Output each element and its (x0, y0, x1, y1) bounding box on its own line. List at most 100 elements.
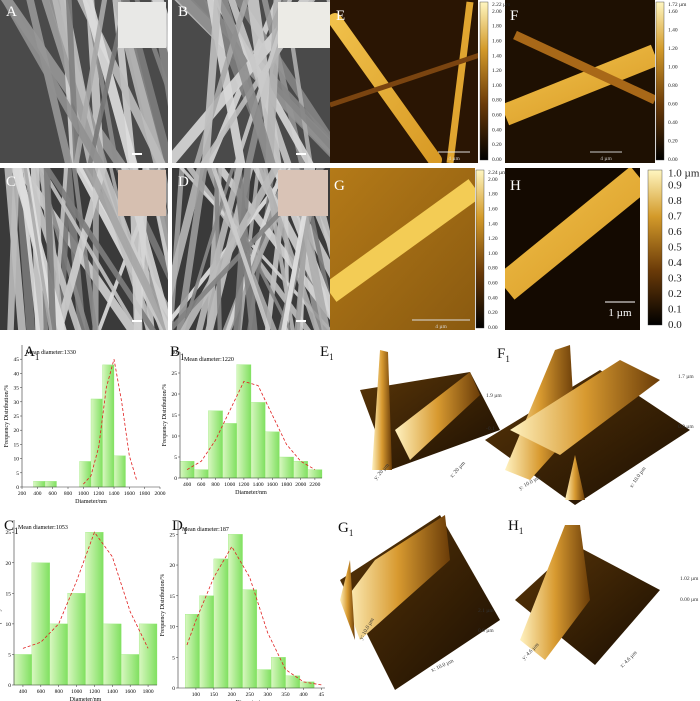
y-tick-label: 20 (170, 563, 176, 569)
x-tick-label: 1600 (125, 689, 136, 695)
afm-fiber (330, 179, 475, 302)
fiber (39, 168, 140, 330)
y-tick-label: 10 (172, 434, 178, 440)
x-tick-label: 800 (211, 482, 220, 488)
colorbar-tick-label: 0.3 (668, 272, 682, 284)
colorbar-max-label: 1.72 µm (668, 2, 687, 8)
afm-fiber (446, 1, 474, 163)
y-tick-label: 15 (172, 413, 178, 419)
panel-subscript: 1 (180, 352, 185, 362)
x-tick-label: 1800 (143, 689, 154, 695)
fiber (211, 168, 271, 330)
colorbar-tick-label: 2.00 (488, 177, 498, 183)
x-axis-label: Diameter/nm (70, 697, 102, 701)
fit-curve (83, 359, 138, 485)
colorbar-tick-label: 0.60 (492, 113, 502, 119)
colorbar-tick-label: 1.20 (668, 46, 678, 52)
y-tick-label: 20 (172, 392, 178, 398)
panel-label: H (510, 178, 521, 194)
y-tick-label: 0 (174, 476, 177, 482)
afm-3d-axis-label: 2.1 µm (478, 608, 494, 614)
colorbar (647, 169, 663, 326)
x-tick-label: 45 (319, 692, 325, 698)
y-tick-label: 20 (14, 428, 20, 434)
afm-3d-ridge (372, 350, 392, 470)
colorbar-tick-label: 0.20 (492, 142, 502, 148)
fit-curve (186, 545, 322, 686)
bar (90, 398, 103, 488)
chart-title: Mean diameter:1330 (26, 350, 76, 356)
fiber (180, 168, 281, 330)
panel-letter: G (338, 520, 349, 536)
bar (299, 681, 315, 689)
panel-label: H1 (508, 518, 523, 536)
panel-subscript: 1 (505, 354, 510, 364)
colorbar-tick-label: 1.80 (492, 24, 502, 30)
chart-title: Mean diameter:1220 (184, 357, 234, 363)
sem-image (172, 168, 332, 330)
bar (242, 589, 258, 689)
y-tick-label: 15 (14, 442, 20, 448)
panel-label: B (178, 4, 188, 20)
bar (208, 410, 223, 479)
bar (33, 481, 46, 488)
x-tick-label: 2000 (155, 491, 166, 497)
colorbar-tick-label: 0.80 (492, 98, 502, 104)
bar (228, 534, 243, 689)
x-tick-label: 400 (33, 491, 42, 497)
bar (103, 623, 122, 686)
photo-inset (118, 2, 166, 48)
y-tick-label: 30 (14, 400, 20, 406)
scale-bar (132, 320, 142, 322)
sem-image (0, 168, 168, 330)
x-tick-label: 1400 (109, 491, 120, 497)
x-tick-label: 1200 (93, 491, 104, 497)
x-tick-label: 1000 (78, 491, 89, 497)
panel-label: G1 (338, 520, 353, 538)
afm-3d-axis-label: x: 4.6 µm (619, 650, 639, 670)
fiber (84, 168, 168, 330)
y-tick-label: 0 (172, 686, 175, 692)
x-tick-label: 300 (264, 692, 273, 698)
y-tick-label: 35 (14, 386, 20, 392)
y-tick-label: 25 (14, 414, 20, 420)
panel-subscript: 1 (329, 352, 334, 362)
panel-letter: B (170, 344, 180, 360)
afm-3d-axis-label: x: 20 µm (449, 460, 467, 479)
colorbar-tick-label: 1.40 (488, 221, 498, 227)
colorbar-tick-label: 0.80 (488, 266, 498, 272)
fit-curve (22, 531, 149, 649)
x-tick-label: 400 (183, 482, 192, 488)
colorbar-tick-label: 1.80 (488, 192, 498, 198)
x-tick-label: 1200 (238, 482, 249, 488)
colorbar-tick-label: 0.00 (668, 157, 678, 163)
scale-bar (296, 320, 306, 322)
x-tick-label: 800 (64, 491, 73, 497)
colorbar-tick-label: 0.00 (492, 157, 502, 163)
y-tick-label: 0 (16, 485, 19, 491)
chart-title: Mean diameter:1053 (18, 525, 68, 531)
y-tick-label: 5 (8, 652, 11, 658)
y-tick-label: 10 (170, 625, 176, 631)
panel-label: F1 (497, 346, 510, 364)
fiber (160, 168, 168, 213)
colorbar-tick-label: 0.2 (668, 288, 682, 300)
x-tick-label: 600 (197, 482, 206, 488)
colorbar-tick-label: 1.20 (492, 68, 502, 74)
fiber (195, 168, 243, 330)
bar (293, 461, 308, 479)
bar (85, 532, 104, 686)
colorbar-tick-label: 0.40 (668, 120, 678, 126)
chart-title: Mean diameter:187 (182, 527, 229, 533)
afm-3d-axis-label: 0.0 µm (478, 628, 494, 634)
colorbar-tick-label: 0.7 (668, 210, 682, 222)
x-tick-label: 350 (281, 692, 290, 698)
afm-fiber (513, 30, 655, 105)
panel-label: A1 (24, 344, 39, 362)
scale-bar-label: 1 µm (608, 307, 632, 319)
y-tick-label: 45 (14, 357, 20, 363)
bar (279, 456, 294, 479)
x-tick-label: 1800 (139, 491, 150, 497)
fiber (43, 168, 57, 330)
